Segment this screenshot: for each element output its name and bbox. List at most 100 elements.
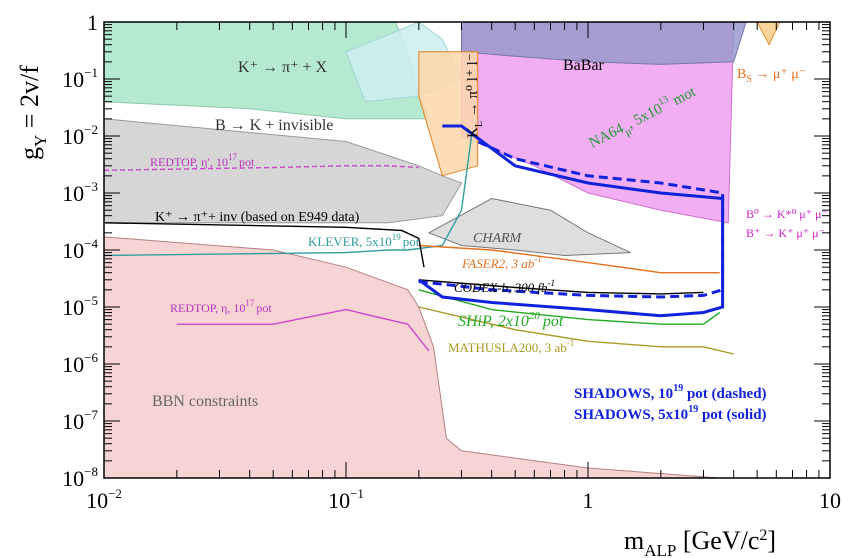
- curve-redtop-10-17-pot: [104, 165, 419, 171]
- y-tick-exp: −3: [84, 179, 98, 194]
- label-redtop-eta-text: REDTOP, η, 10: [170, 301, 245, 315]
- y-tick-base: 10: [62, 238, 84, 263]
- y-tick-exp: −8: [84, 464, 98, 479]
- label-shadows-solid-rest: pot (solid): [698, 407, 766, 423]
- plot-frame: [103, 21, 831, 479]
- label-redtop-etaprime-pot: pot: [239, 155, 255, 169]
- x-axis-title: mALP [GeV/c2]: [624, 526, 776, 558]
- y-tick-base: 1: [87, 10, 98, 35]
- x-axis-title-main: m: [624, 526, 644, 555]
- y-axis-title: gY = 2v/f: [15, 65, 50, 160]
- curve-redtop-10-17-pot: [176, 308, 430, 352]
- x-tick-label: 10: [819, 488, 841, 513]
- x-axis-title-sub: ALP: [644, 541, 676, 558]
- label-shadows-solid-text: SHADOWS, 5x10: [574, 407, 688, 423]
- y-tick-base: 10: [62, 409, 84, 434]
- label-babar: BaBar: [563, 57, 605, 74]
- label-kpi-x: K⁺ → π⁺ + X: [238, 59, 328, 76]
- label-ship: SHiP, 2x1020 pot: [458, 310, 564, 330]
- label-redtop-etaprime-exp: 17: [228, 152, 238, 162]
- sensitivity-curves: [104, 124, 734, 355]
- x-tick-label: 10−1: [328, 486, 364, 513]
- y-tick-base: 10: [62, 67, 84, 92]
- x-tick-exp: −2: [108, 486, 122, 501]
- label-shadows-dashed-exp: 19: [673, 383, 683, 394]
- label-codexb-exp: -1: [548, 278, 556, 288]
- label-charm: CHARM: [473, 231, 523, 246]
- label-redtop-eta: REDTOP, η, 1017 pot: [170, 298, 272, 315]
- axis-ticks: 10−2 10−1 1 10110−110−210−310−410−510−610−7…: [62, 10, 841, 513]
- curve-klever-5x10-19-pot: [104, 135, 473, 257]
- x-tick-base: 1: [583, 488, 594, 513]
- y-axis-title-rest: = 2v/f: [15, 65, 44, 135]
- curve-k-inv-based-on-e949-data: [104, 222, 425, 268]
- label-bp: B⁺ → K⁺ μ⁺ μ⁻: [746, 226, 825, 240]
- label-faser2-exp: -1: [534, 254, 542, 264]
- y-axis-title-sub: Y: [31, 135, 50, 147]
- label-klever-exp: 19: [392, 232, 402, 242]
- label-bk-inv: B → K + invisible: [215, 117, 333, 134]
- label-b0: B⁰ → K*⁰ μ⁺ μ⁻: [746, 207, 828, 221]
- label-ship-exp: 20: [529, 310, 541, 322]
- curve-mathusla200-3-ab-1: [418, 306, 734, 355]
- x-axis-title-exp: 2: [759, 527, 767, 544]
- y-tick-label: 10−6: [62, 350, 98, 377]
- label-shadows-dashed-rest: pot (dashed): [683, 386, 766, 402]
- region-charm: [427, 197, 631, 257]
- label-redtop-eta-pot: pot: [256, 301, 272, 315]
- label-klever-pot: pot: [403, 234, 420, 249]
- y-tick-exp: −6: [84, 350, 98, 365]
- y-tick-base: 10: [62, 466, 84, 491]
- y-tick-base: 10: [62, 124, 84, 149]
- label-na64-sub: μ: [623, 125, 634, 138]
- y-tick-label: 1: [87, 10, 98, 35]
- label-shadows-dashed-text: SHADOWS, 10: [574, 386, 673, 402]
- label-mathusla-text: MATHUSLA200, 3 ab: [448, 340, 567, 355]
- y-tick-exp: −2: [84, 122, 98, 137]
- label-bs: BS → μ⁺ μ⁻: [737, 67, 806, 85]
- y-tick-label: 10−3: [62, 179, 98, 206]
- y-tick-label: 10−7: [62, 407, 98, 434]
- label-shadows-solid-exp: 19: [688, 404, 698, 415]
- label-codexb: CODEX-b, 300 fb-1: [454, 278, 555, 295]
- y-tick-base: 10: [62, 352, 84, 377]
- curve-shadows-5x10-19-pot-solid: [417, 124, 725, 318]
- x-tick-exp: −1: [350, 486, 364, 501]
- label-bbn: BBN constraints: [152, 393, 258, 410]
- x-tick-label: 1: [583, 488, 594, 513]
- region-orange-small: [418, 51, 479, 177]
- y-tick-label: 10−8: [62, 464, 98, 491]
- region-bbn-constraints: [104, 236, 720, 478]
- label-shadows-dashed: SHADOWS, 1019 pot (dashed): [574, 383, 767, 402]
- label-codexb-text: CODEX-b, 300 fb: [454, 280, 548, 295]
- y-tick-label: 10−4: [62, 236, 98, 263]
- x-axis-title-rest: [GeV/c: [676, 526, 759, 555]
- label-redtop-etaprime: REDTOP, η′, 1017 pot: [150, 152, 255, 169]
- label-mathusla-exp: -1: [567, 338, 575, 348]
- curve-faser2-3-ab-1: [418, 244, 720, 274]
- label-faser2-text: FASER2, 3 ab: [461, 256, 535, 271]
- exclusion-regions: [104, 22, 781, 478]
- y-tick-base: 10: [62, 295, 84, 320]
- label-klever-text: KLEVER, 5x10: [308, 234, 392, 249]
- region-bs: [756, 22, 781, 46]
- region-b-k-invisible: [104, 118, 463, 224]
- label-ship-text: SHiP, 2x10: [458, 313, 529, 330]
- label-bs-text: B: [737, 67, 746, 82]
- curve-codex-b-300-fb-1: [418, 279, 704, 295]
- label-ship-pot: pot: [542, 313, 564, 330]
- y-tick-label: 10−2: [62, 122, 98, 149]
- y-tick-base: 10: [62, 181, 84, 206]
- label-kl-sub: L: [474, 121, 485, 127]
- label-mathusla: MATHUSLA200, 3 ab-1: [448, 338, 574, 355]
- label-na64-exp: 13: [657, 94, 671, 108]
- label-redtop-eta-exp: 17: [245, 298, 255, 308]
- x-tick-base: 10: [328, 488, 350, 513]
- label-bs-rest: → μ⁺ μ⁻: [752, 67, 806, 82]
- y-tick-exp: −4: [84, 236, 98, 251]
- y-tick-label: 10−1: [62, 65, 98, 92]
- y-axis-title-main: g: [15, 147, 44, 160]
- x-tick-base: 10: [86, 488, 108, 513]
- y-tick-exp: −1: [84, 65, 98, 80]
